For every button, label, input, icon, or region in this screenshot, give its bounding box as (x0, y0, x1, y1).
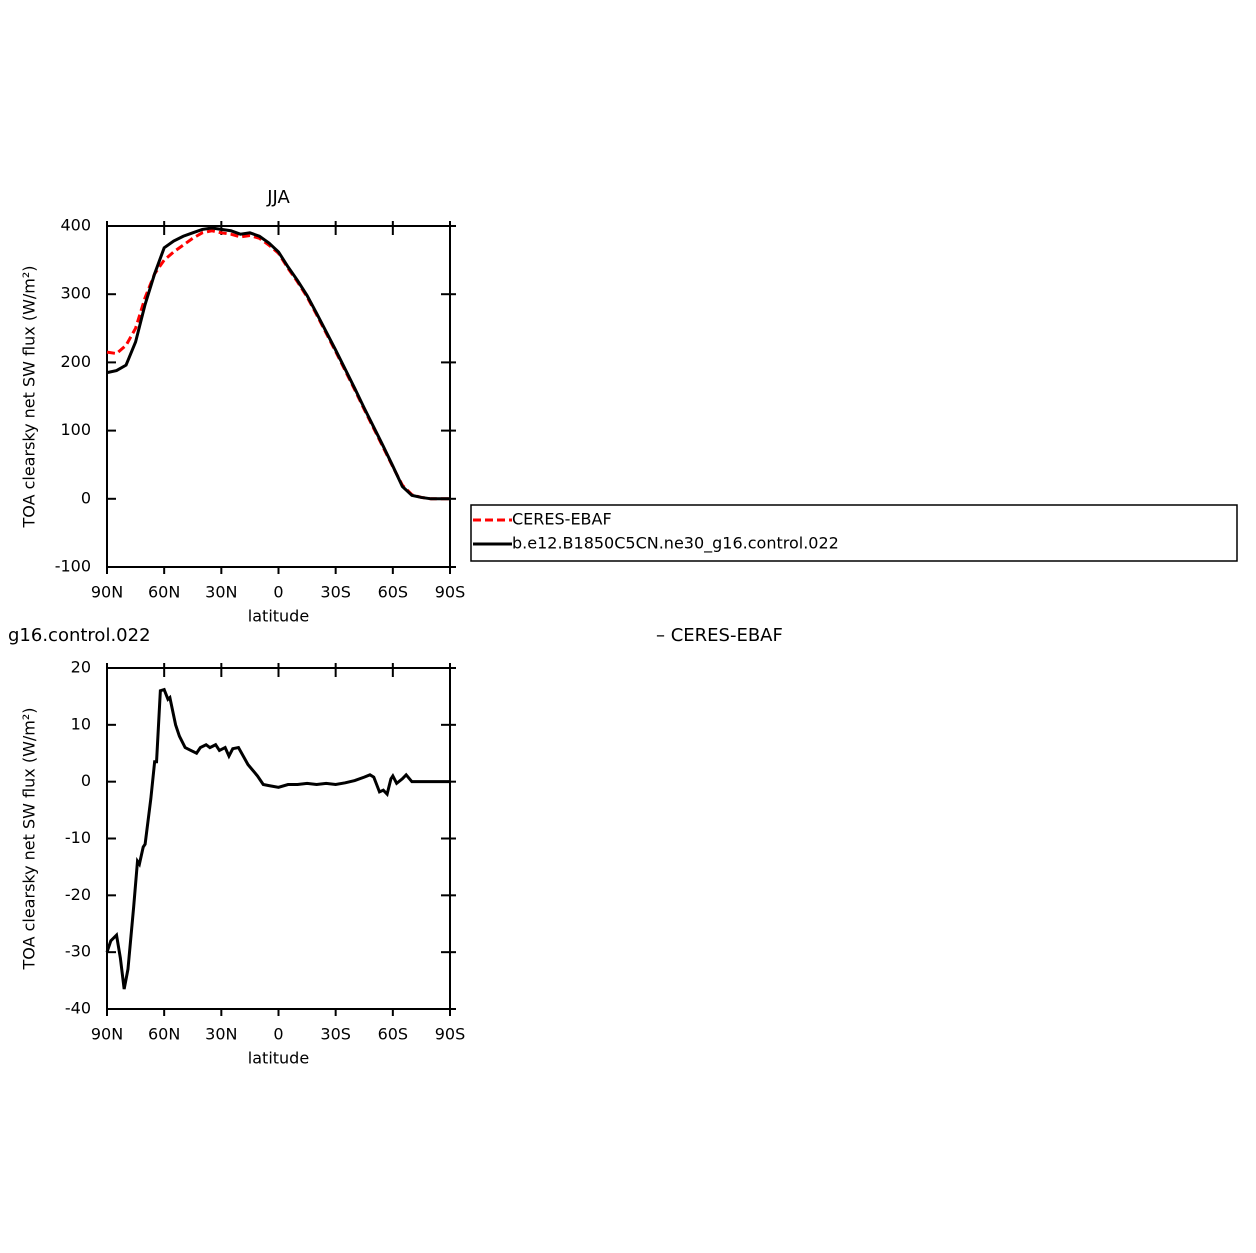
y-tick-label: -100 (55, 557, 91, 576)
plot-frame (106, 225, 451, 568)
data-line (106, 229, 450, 501)
x-tick-label: 90S (435, 1025, 466, 1044)
x-tick-label: 90S (435, 583, 466, 602)
x-tick-label: 0 (273, 1025, 283, 1044)
x-tick-label: 30N (205, 1025, 237, 1044)
x-axis-label: latitude (248, 607, 309, 626)
y-axis-label: TOA clearsky net SW flux (W/m²) (20, 265, 39, 528)
y-axis-label: TOA clearsky net SW flux (W/m²) (20, 707, 39, 970)
y-tick-label: 20 (71, 658, 91, 677)
y-tick-label: 200 (60, 352, 91, 371)
y-tick-label: -20 (65, 885, 91, 904)
chart-title: JJA (266, 187, 290, 208)
legend-label: b.e12.B1850C5CN.ne30_g16.control.022 (512, 534, 839, 554)
y-tick-label: 100 (60, 420, 91, 439)
chart-title: g16.control.022 (8, 625, 151, 646)
x-tick-label: 90N (91, 583, 123, 602)
x-tick-label: 60S (378, 583, 409, 602)
x-tick-label: 60N (148, 583, 180, 602)
data-line (105, 687, 450, 990)
legend-label: CERES-EBAF (512, 510, 612, 529)
data-line (106, 226, 450, 501)
x-tick-label: 0 (273, 583, 283, 602)
chart-title: – CERES-EBAF (656, 625, 783, 646)
y-tick-label: -30 (65, 942, 91, 961)
y-tick-label: 10 (71, 714, 91, 733)
x-axis-label: latitude (248, 1049, 309, 1068)
x-tick-label: 60N (148, 1025, 180, 1044)
y-tick-label: -10 (65, 828, 91, 847)
legend-box (470, 504, 1238, 562)
y-tick-label: 400 (60, 216, 91, 235)
x-tick-label: 90N (91, 1025, 123, 1044)
y-tick-label: 300 (60, 284, 91, 303)
x-tick-label: 30N (205, 583, 237, 602)
y-tick-label: -40 (65, 999, 91, 1018)
x-tick-label: 30S (320, 1025, 351, 1044)
x-tick-label: 30S (320, 583, 351, 602)
y-tick-label: 0 (81, 771, 91, 790)
y-tick-label: 0 (81, 488, 91, 507)
x-tick-label: 60S (378, 1025, 409, 1044)
